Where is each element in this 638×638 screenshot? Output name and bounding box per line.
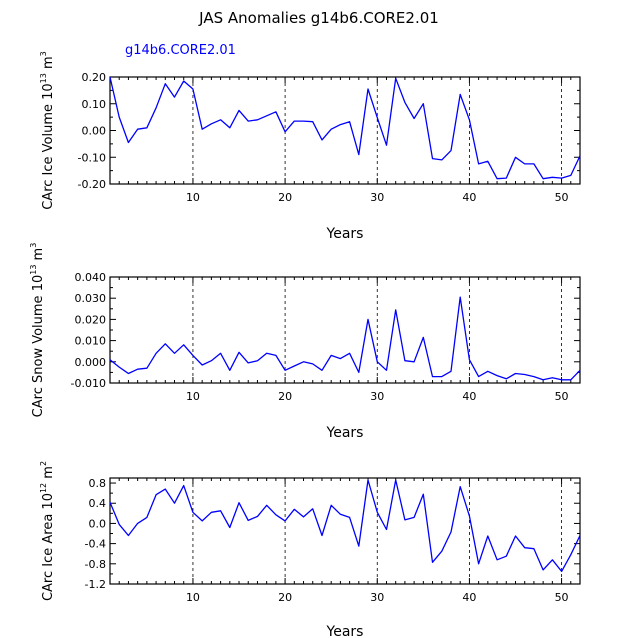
y-axis-label: CArc Ice Volume 1013 m3 [39,51,56,210]
series-line [109,479,581,573]
x-axis-label: Years [326,226,364,242]
y-tick-label: 0.4 [89,497,107,510]
y-label-superscript: 2 [39,461,48,466]
y-axis-label: CArc Snow Volume 1013 m3 [29,243,46,418]
y-tick-label: 0.040 [75,271,107,284]
series-line [109,76,581,180]
y-tick-label: -0.4 [85,538,106,551]
panel-2: 10 20 30 40 50 0.040 0.030 0.020 0.010 0.000 -0.01… [29,243,581,441]
y-label-text: m [41,56,56,73]
y-tick-label: -0.8 [85,558,106,571]
y-tick-label: 0.020 [75,313,107,326]
y-tick-label: -1.2 [85,578,106,591]
x-tick-label: 20 [278,191,292,204]
y-label-superscript: 3 [39,51,48,56]
y-label-text: m [31,248,46,265]
y-tick-label: 0.8 [89,477,107,490]
x-tick-label: 40 [462,390,476,403]
y-tick-label: -0.010 [71,377,106,390]
plot-frame [109,76,581,185]
plot-frame [109,276,581,384]
panels: 10 20 30 40 50 0.20 0.10 0.00 -0.10 -0.20 Years CAr… [29,51,581,638]
panel-1: 10 20 30 40 50 0.20 0.10 0.00 -0.10 -0.20 Years CAr… [39,51,581,242]
y-tick-label: 0.000 [75,356,107,369]
x-tick-label: 10 [186,390,200,403]
x-tick-label: 20 [278,591,292,604]
y-label-superscript: 12 [39,483,48,493]
y-label-superscript: 13 [39,73,48,83]
y-tick-label: 0.20 [82,71,107,84]
panel-3: 10 20 30 40 50 0.8 0.4 0.0 -0.4 -0.8 -1.2 Years CArc… [39,461,581,638]
y-axis-label: CArc Ice Area 1012 m2 [39,461,56,601]
x-tick-label: 40 [462,191,476,204]
y-tick-label: 0.10 [82,98,107,111]
x-tick-label: 50 [555,390,569,403]
x-tick-label: 30 [370,191,384,204]
x-tick-label: 50 [555,591,569,604]
y-label-superscript: 3 [29,243,38,248]
x-tick-label: 10 [186,191,200,204]
x-axis-label: Years [326,425,364,441]
x-tick-label: 30 [370,591,384,604]
legend-label: g14b6.CORE2.01 [125,43,236,58]
y-label-text: m [41,466,56,483]
series-line [109,296,581,381]
y-tick-label: 0.010 [75,335,107,348]
plot-frame [109,477,581,585]
y-tick-label: 0.030 [75,292,107,305]
x-axis-label: Years [326,624,364,638]
y-label-text: CArc Ice Volume 10 [41,83,56,209]
y-label-superscript: 13 [29,265,38,275]
x-tick-label: 10 [186,591,200,604]
y-tick-label: 0.00 [82,125,107,138]
y-label-text: CArc Snow Volume 10 [31,275,46,418]
x-tick-label: 50 [555,191,569,204]
y-tick-label: -0.20 [78,178,106,191]
y-tick-label: 0.0 [89,517,107,530]
x-tick-label: 20 [278,390,292,403]
x-tick-label: 30 [370,390,384,403]
figure-title: JAS Anomalies g14b6.CORE2.01 [198,9,439,27]
x-tick-label: 40 [462,591,476,604]
y-label-text: CArc Ice Area 10 [41,493,56,601]
y-tick-label: -0.10 [78,151,106,164]
